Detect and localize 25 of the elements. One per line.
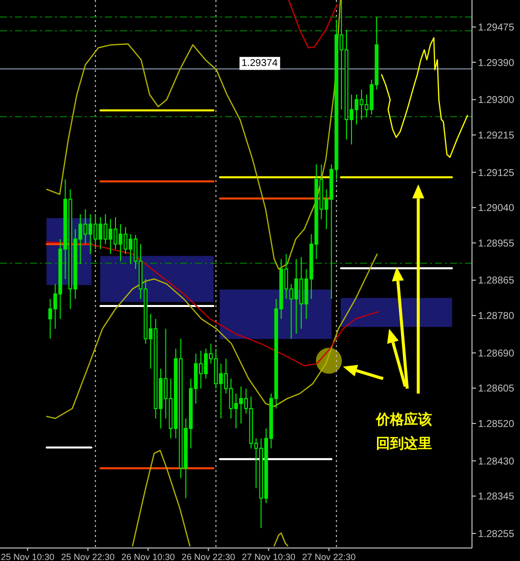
y-tick-label: 1.29215: [478, 130, 515, 142]
x-tick-label: 26 Nov 10:30: [121, 552, 175, 561]
x-tick-label: 27 Nov 22:30: [302, 552, 356, 561]
x-tick-label: 26 Nov 22:30: [182, 552, 236, 561]
annotation: 价格应该: [375, 411, 432, 428]
ref-line-label: 1.29374: [242, 58, 278, 69]
y-tick-label: 1.28520: [478, 418, 515, 430]
annotation: 回到这里: [376, 435, 432, 452]
y-tick-label: 1.28605: [478, 384, 515, 395]
x-tick-label: 25 Nov 10:30: [0, 552, 54, 561]
x-tick-label: 27 Nov 10:30: [242, 552, 296, 561]
y-tick-label: 1.29040: [478, 203, 515, 214]
y-tick-label: 1.29300: [478, 95, 515, 106]
y-tick-label: 1.28255: [478, 528, 515, 540]
y-tick-label: 1.28345: [478, 492, 515, 503]
y-tick-label: 1.29390: [478, 58, 515, 69]
y-tick-label: 1.28865: [478, 276, 515, 287]
y-tick-label: 1.29125: [478, 168, 515, 179]
line-series: [274, 532, 288, 547]
y-tick-label: 1.28780: [478, 311, 515, 322]
y-tick-label: 1.28955: [478, 238, 515, 250]
y-tick-label: 1.28430: [478, 456, 515, 468]
x-tick-label: 25 Nov 22:30: [61, 552, 115, 561]
y-tick-label: 1.29475: [478, 22, 515, 34]
y-tick-label: 1.28690: [478, 348, 515, 360]
